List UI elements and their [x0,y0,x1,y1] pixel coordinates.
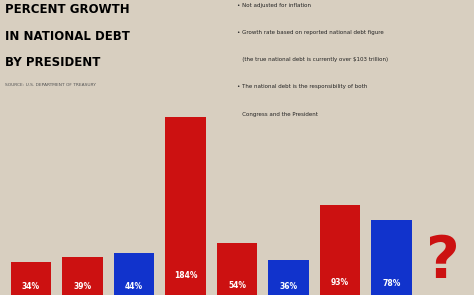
Bar [320,205,360,295]
Text: BY PRESIDENT: BY PRESIDENT [5,56,100,69]
Text: (the true national debt is currently over $103 trillion): (the true national debt is currently ove… [237,57,388,62]
Bar [11,262,51,295]
Bar [165,117,206,295]
Text: 39%: 39% [73,282,91,291]
Bar [217,243,257,295]
Text: 44%: 44% [125,282,143,291]
Text: 36%: 36% [280,282,298,291]
Text: 93%: 93% [331,278,349,287]
Text: PERCENT GROWTH: PERCENT GROWTH [5,3,129,16]
Text: Congress and the President: Congress and the President [237,112,318,117]
Text: SOURCE: U.S. DEPARTMENT OF TREASURY: SOURCE: U.S. DEPARTMENT OF TREASURY [5,83,96,87]
Text: 34%: 34% [22,282,40,291]
Bar [268,260,309,295]
Text: 78%: 78% [383,279,401,288]
Text: 54%: 54% [228,281,246,290]
Bar [63,257,102,295]
Text: • Not adjusted for inflation: • Not adjusted for inflation [237,3,311,8]
Text: • The national debt is the responsibility of both: • The national debt is the responsibilit… [237,84,367,89]
Text: • Growth rate based on reported national debt figure: • Growth rate based on reported national… [237,30,384,35]
Text: IN NATIONAL DEBT: IN NATIONAL DEBT [5,30,129,42]
Bar [114,253,154,295]
Text: 184%: 184% [174,271,197,280]
Bar [372,220,411,295]
Text: ?: ? [426,233,460,290]
